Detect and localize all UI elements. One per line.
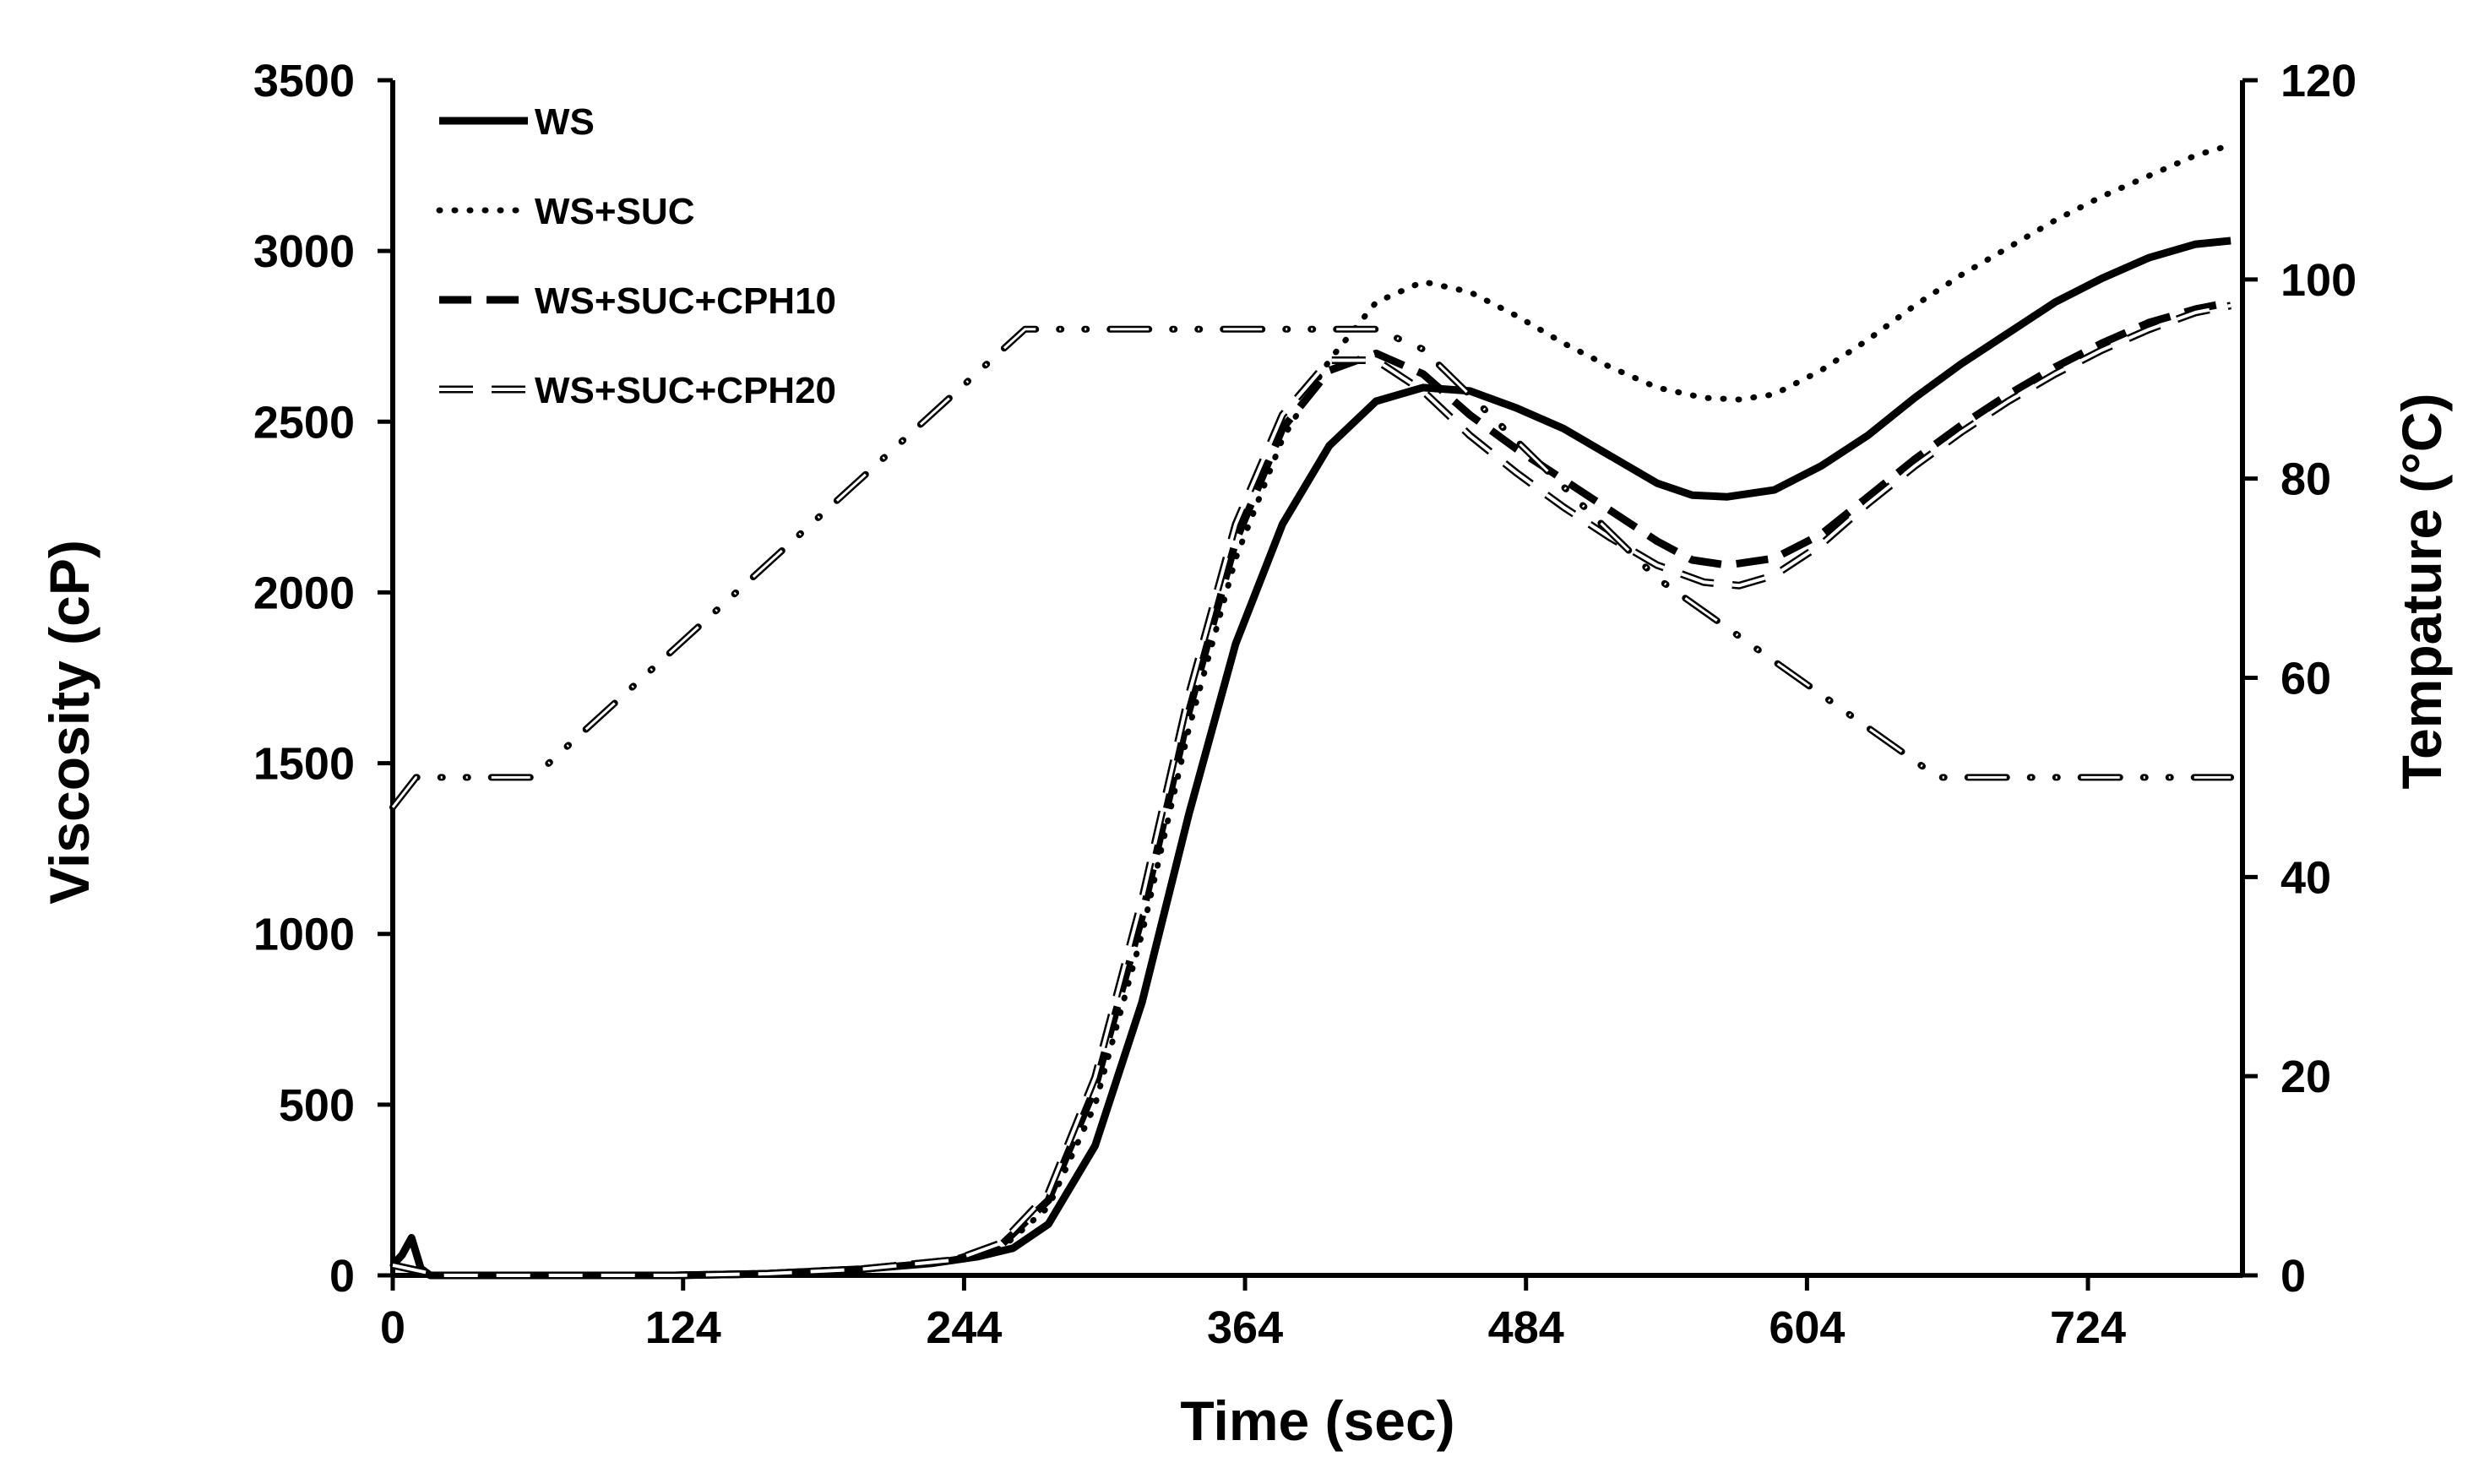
y2-tick-label: 20 xyxy=(2280,1052,2331,1102)
y2-tick-label: 120 xyxy=(2280,56,2357,106)
x-tick-label: 604 xyxy=(1769,1302,1845,1353)
series-line-inner xyxy=(392,303,2232,1277)
axes: 0 124 244 364 484 604 724050010001500200025003… xyxy=(253,56,2357,1353)
x-tick-label: 124 xyxy=(645,1302,721,1353)
legend-item: WS+SUC+CPH20 xyxy=(439,370,836,411)
legend-label: WS+SUC+CPH20 xyxy=(535,370,836,411)
y2-tick-label: 0 xyxy=(2280,1251,2306,1302)
y2-tick-label: 40 xyxy=(2280,852,2331,903)
x-tick-label: 484 xyxy=(1488,1302,1564,1353)
y2-tick-label: 60 xyxy=(2280,654,2331,704)
legend-label: WS xyxy=(535,101,595,143)
y-tick-label: 0 xyxy=(329,1251,355,1302)
x-tick-label: 364 xyxy=(1207,1302,1283,1353)
legend-item: WS+SUC xyxy=(436,191,694,232)
legend: WS WS+SUC WS+SUC+CPH10 WS+SUC+CPH20 xyxy=(436,101,836,411)
x-tick-label: 724 xyxy=(2050,1302,2126,1353)
y-tick-label: 3000 xyxy=(253,226,355,277)
y2-axis-title: Tempature (°C) xyxy=(2390,394,2453,790)
legend-item: WS xyxy=(439,101,595,143)
y-tick-label: 1500 xyxy=(253,739,355,790)
y2-tick-label: 100 xyxy=(2280,255,2357,306)
series-line xyxy=(392,302,2232,1280)
y-tick-label: 500 xyxy=(279,1080,355,1131)
series-line xyxy=(392,298,2232,1280)
series-layer xyxy=(389,142,2235,1280)
series-ws-suc-cph10 xyxy=(392,298,2232,1280)
y-axis-title: Viscosity (cP) xyxy=(38,540,101,905)
y-tick-label: 2500 xyxy=(253,397,355,448)
y-tick-label: 2000 xyxy=(253,568,355,618)
x-tick-label: 0 xyxy=(380,1302,405,1353)
legend-item: WS+SUC+CPH10 xyxy=(439,280,836,322)
legend-label: WS+SUC xyxy=(535,191,694,232)
y-tick-label: 1000 xyxy=(253,910,355,960)
y-tick-label: 3500 xyxy=(253,56,355,106)
x-axis-title: Time (sec) xyxy=(1180,1389,1454,1452)
legend-label: WS+SUC+CPH10 xyxy=(535,280,836,322)
x-tick-label: 244 xyxy=(926,1302,1002,1353)
y2-tick-label: 80 xyxy=(2280,454,2331,505)
series-ws-suc-cph20 xyxy=(392,302,2232,1280)
